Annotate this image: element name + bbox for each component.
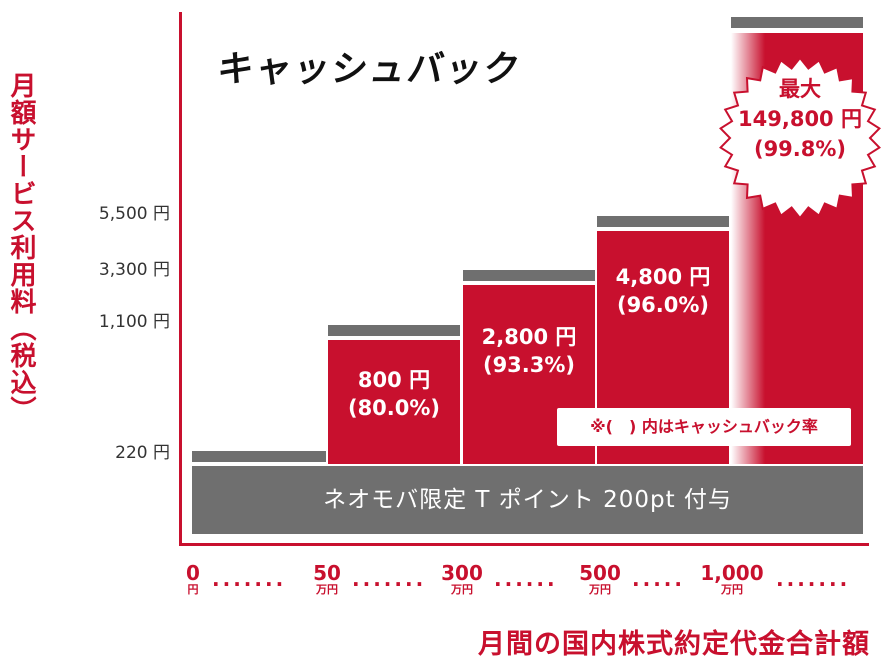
- x-tick-label: 50 万円: [313, 561, 341, 596]
- bar-label-amount: 2,800 円: [481, 325, 577, 349]
- bar-cap-2: [463, 270, 595, 281]
- x-tick-label: 0 円: [186, 561, 200, 596]
- y-axis-line: [179, 12, 182, 545]
- x-tick-label: 300 万円: [441, 561, 483, 596]
- x-axis-label: 月間の国内株式約定代金合計額: [478, 629, 870, 660]
- chart-title: キャッシュバック: [214, 49, 525, 90]
- starburst-badge: [719, 56, 881, 220]
- max-cashback-label: 最大 149,800 円 (99.8%): [718, 74, 882, 164]
- bar-cap-0: [192, 451, 326, 462]
- bar-label-amount: 4,800 円: [615, 265, 711, 289]
- t-point-band: ネオモバ限定 T ポイント 200pt 付与: [192, 466, 863, 534]
- bar-1: [328, 340, 460, 464]
- y-tick-label: 220 円: [115, 443, 170, 463]
- max-rate: (99.8%): [753, 137, 847, 161]
- y-axis-label: 月額サービス利用料（税込）: [6, 72, 36, 423]
- dotted-divider: .......: [212, 567, 287, 591]
- bar-cap-1: [328, 325, 460, 336]
- cashback-rate-note: ※( ) 内はキャッシュバック率: [557, 408, 851, 446]
- bar-cap-3: [597, 216, 729, 227]
- bar-label-rate: (96.0%): [616, 293, 710, 317]
- bar-label-amount: 800 円: [357, 368, 431, 392]
- x-tick-label: 1,000 万円: [700, 561, 764, 596]
- bar-label-rate: (80.0%): [347, 396, 441, 420]
- max-amount: 149,800 円: [738, 107, 862, 131]
- dotted-divider: .......: [352, 567, 427, 591]
- max-label: 最大: [779, 77, 821, 101]
- dotted-divider: ......: [494, 567, 558, 591]
- dotted-divider: .....: [632, 567, 685, 591]
- x-axis-line: [179, 543, 869, 546]
- bar-cap-4: [731, 17, 863, 28]
- y-tick-label: 5,500 円: [98, 204, 170, 224]
- bar-label-rate: (93.3%): [482, 353, 576, 377]
- x-tick-label: 500 万円: [579, 561, 621, 596]
- y-tick-label: 1,100 円: [98, 312, 170, 332]
- dotted-divider: .......: [776, 567, 851, 591]
- y-tick-label: 3,300 円: [98, 260, 170, 280]
